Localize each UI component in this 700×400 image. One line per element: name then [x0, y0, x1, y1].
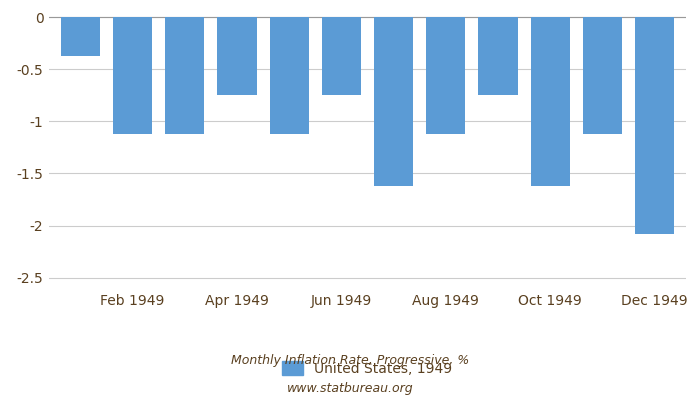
Bar	[426, 17, 466, 134]
Legend: United States, 1949: United States, 1949	[277, 356, 458, 382]
Bar	[635, 17, 674, 234]
Bar	[165, 17, 204, 134]
Bar	[218, 17, 256, 95]
Bar	[531, 17, 570, 186]
Bar	[479, 17, 517, 95]
Bar	[583, 17, 622, 134]
Text: Monthly Inflation Rate, Progressive, %: Monthly Inflation Rate, Progressive, %	[231, 354, 469, 367]
Text: www.statbureau.org: www.statbureau.org	[287, 382, 413, 395]
Bar	[374, 17, 413, 186]
Bar	[113, 17, 152, 134]
Bar	[270, 17, 309, 134]
Bar	[61, 17, 100, 56]
Bar	[322, 17, 361, 95]
